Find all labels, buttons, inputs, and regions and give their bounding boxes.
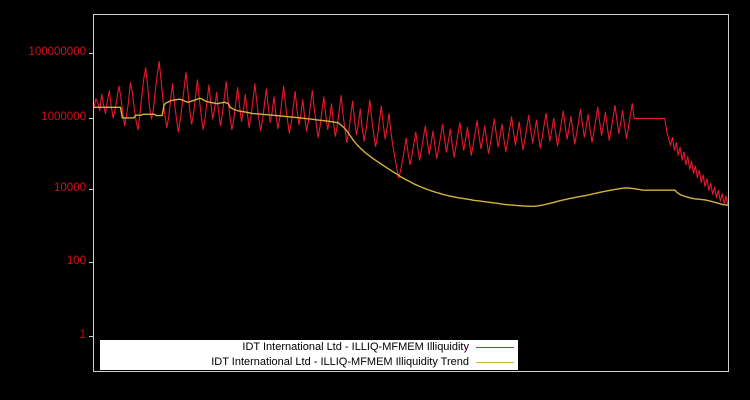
y-tickmark xyxy=(89,189,93,191)
chart-legend: IDT International Ltd - ILLIQ-MFMEM Illi… xyxy=(100,340,518,370)
y-tick-label: 10000 xyxy=(54,182,86,194)
y-tick-label: 100000000 xyxy=(28,46,86,58)
y-tickmark xyxy=(89,53,93,55)
legend-item: IDT International Ltd - ILLIQ-MFMEM Illi… xyxy=(100,355,518,370)
y-tickmark xyxy=(89,336,93,338)
legend-label: IDT International Ltd - ILLIQ-MFMEM Illi… xyxy=(242,341,469,353)
plot-area xyxy=(93,14,729,372)
legend-swatch-trend xyxy=(476,357,514,368)
y-tickmark xyxy=(89,118,93,120)
y-tick-label: 1000000 xyxy=(41,111,86,123)
plot-clip xyxy=(94,15,728,371)
y-tick-label: 100 xyxy=(66,255,86,267)
legend-swatch-illiquidity xyxy=(476,342,514,353)
series-illiquidity-trend-line xyxy=(94,97,728,208)
legend-label: IDT International Ltd - ILLIQ-MFMEM Illi… xyxy=(211,356,469,368)
y-tickmark xyxy=(89,262,93,264)
series-canvas xyxy=(94,61,728,208)
legend-item: IDT International Ltd - ILLIQ-MFMEM Illi… xyxy=(100,340,518,355)
y-tick-label: 1 xyxy=(79,329,86,341)
series-illiquidity-line xyxy=(94,61,728,207)
